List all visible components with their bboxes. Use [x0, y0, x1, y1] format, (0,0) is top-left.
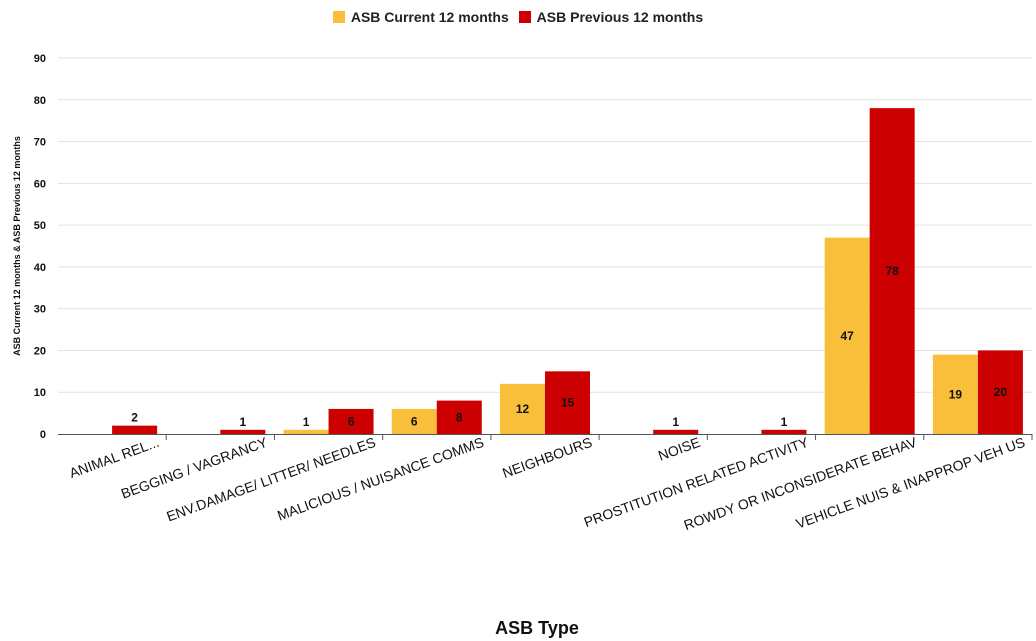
- data-label: 2: [131, 411, 138, 425]
- y-axis-title: ASB Current 12 months & ASB Previous 12 …: [12, 136, 22, 356]
- data-label: 8: [456, 410, 463, 424]
- data-label: 1: [781, 415, 788, 429]
- bar[interactable]: [283, 429, 329, 434]
- bar[interactable]: [824, 237, 870, 434]
- x-tick-label: NOISE: [656, 434, 702, 464]
- bar[interactable]: [500, 383, 545, 434]
- legend-item-previous[interactable]: ASB Previous 12 months: [518, 9, 704, 25]
- data-label: 1: [672, 415, 679, 429]
- y-axis: 0 10 20 30 40 50 60 70 80 90: [34, 53, 1032, 441]
- y-tick-label: 60: [34, 178, 46, 190]
- y-tick-label: 50: [34, 220, 46, 232]
- data-label: 20: [994, 385, 1008, 399]
- legend-label-previous: ASB Previous 12 months: [536, 9, 704, 25]
- bar[interactable]: [761, 429, 807, 434]
- y-tick-label: 20: [34, 345, 46, 357]
- data-label: 6: [411, 414, 418, 428]
- y-tick-label: 70: [34, 137, 46, 149]
- legend: ASB Current 12 months ASB Previous 12 mo…: [0, 9, 1036, 26]
- y-tick-label: 0: [40, 429, 46, 441]
- y-tick-label: 10: [34, 387, 46, 399]
- data-label: 78: [885, 264, 899, 278]
- data-label: 19: [949, 387, 963, 401]
- bar[interactable]: [436, 400, 482, 434]
- data-label: 6: [348, 414, 355, 428]
- data-label: 1: [303, 415, 310, 429]
- bar[interactable]: [391, 408, 437, 434]
- x-tick-label: ANIMAL REL...: [67, 434, 161, 481]
- bar[interactable]: [220, 429, 266, 434]
- y-tick-label: 40: [34, 262, 46, 274]
- data-label: 12: [516, 402, 530, 416]
- x-tick-label: ENV.DAMAGE/ LITTER/ NEEDLES: [164, 434, 377, 525]
- bar[interactable]: [977, 350, 1023, 434]
- data-label: 15: [561, 396, 575, 410]
- bar[interactable]: [328, 408, 374, 434]
- bar[interactable]: [112, 425, 158, 434]
- y-tick-label: 30: [34, 304, 46, 316]
- legend-swatch-current: [332, 11, 345, 23]
- bars: 2 1 1 6 6 8 12 15 1 1 47 78 19 20: [112, 108, 1023, 434]
- bar[interactable]: [545, 371, 590, 434]
- legend-label-current: ASB Current 12 months: [350, 9, 509, 25]
- legend-item-current[interactable]: ASB Current 12 months: [332, 9, 509, 25]
- y-tick-label: 90: [34, 53, 46, 65]
- bar[interactable]: [869, 108, 915, 434]
- bar[interactable]: [653, 429, 699, 434]
- bar[interactable]: [932, 354, 978, 434]
- legend-swatch-previous: [518, 11, 531, 23]
- x-tick-label: NEIGHBOURS: [500, 434, 594, 481]
- y-tick-label: 80: [34, 95, 46, 107]
- x-axis: ANIMAL REL...BEGGING / VAGRANCYENV.DAMAG…: [67, 434, 1033, 533]
- x-tick-label: MALICIOUS / NUISANCE COMMS: [275, 434, 486, 524]
- data-label: 1: [239, 415, 246, 429]
- data-label: 47: [840, 329, 854, 343]
- x-axis-title: ASB Type: [495, 618, 579, 638]
